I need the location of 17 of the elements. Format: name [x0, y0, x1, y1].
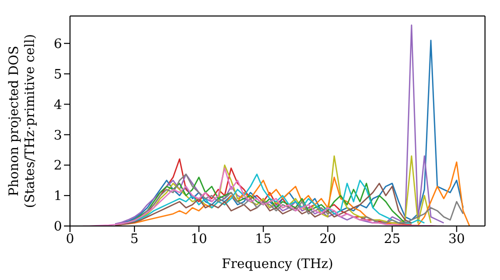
y-tick-label: 5: [54, 67, 62, 82]
x-tick-label: 20: [319, 232, 336, 248]
y-tick-label: 4: [54, 98, 62, 113]
x-tick-label: 15: [255, 232, 272, 248]
x-tick-label: 5: [130, 232, 139, 248]
y-tick-label: 1: [54, 189, 62, 204]
line-series: [114, 182, 412, 226]
x-axis-title: Frequency (THz): [222, 257, 334, 272]
y-axis-title: Phonon projected DOS (States/THz·primitive cell): [7, 34, 38, 208]
y-tick-label: 3: [54, 128, 62, 144]
y-tick-label: 0: [54, 220, 62, 235]
y-tick-label: 2: [54, 158, 62, 174]
x-tick-label: 0: [66, 232, 74, 248]
x-tick-label: 25: [384, 232, 400, 248]
y-tick-label: 6: [54, 37, 62, 52]
x-tick-label: 10: [190, 232, 208, 248]
x-tick-label: 30: [448, 232, 465, 248]
